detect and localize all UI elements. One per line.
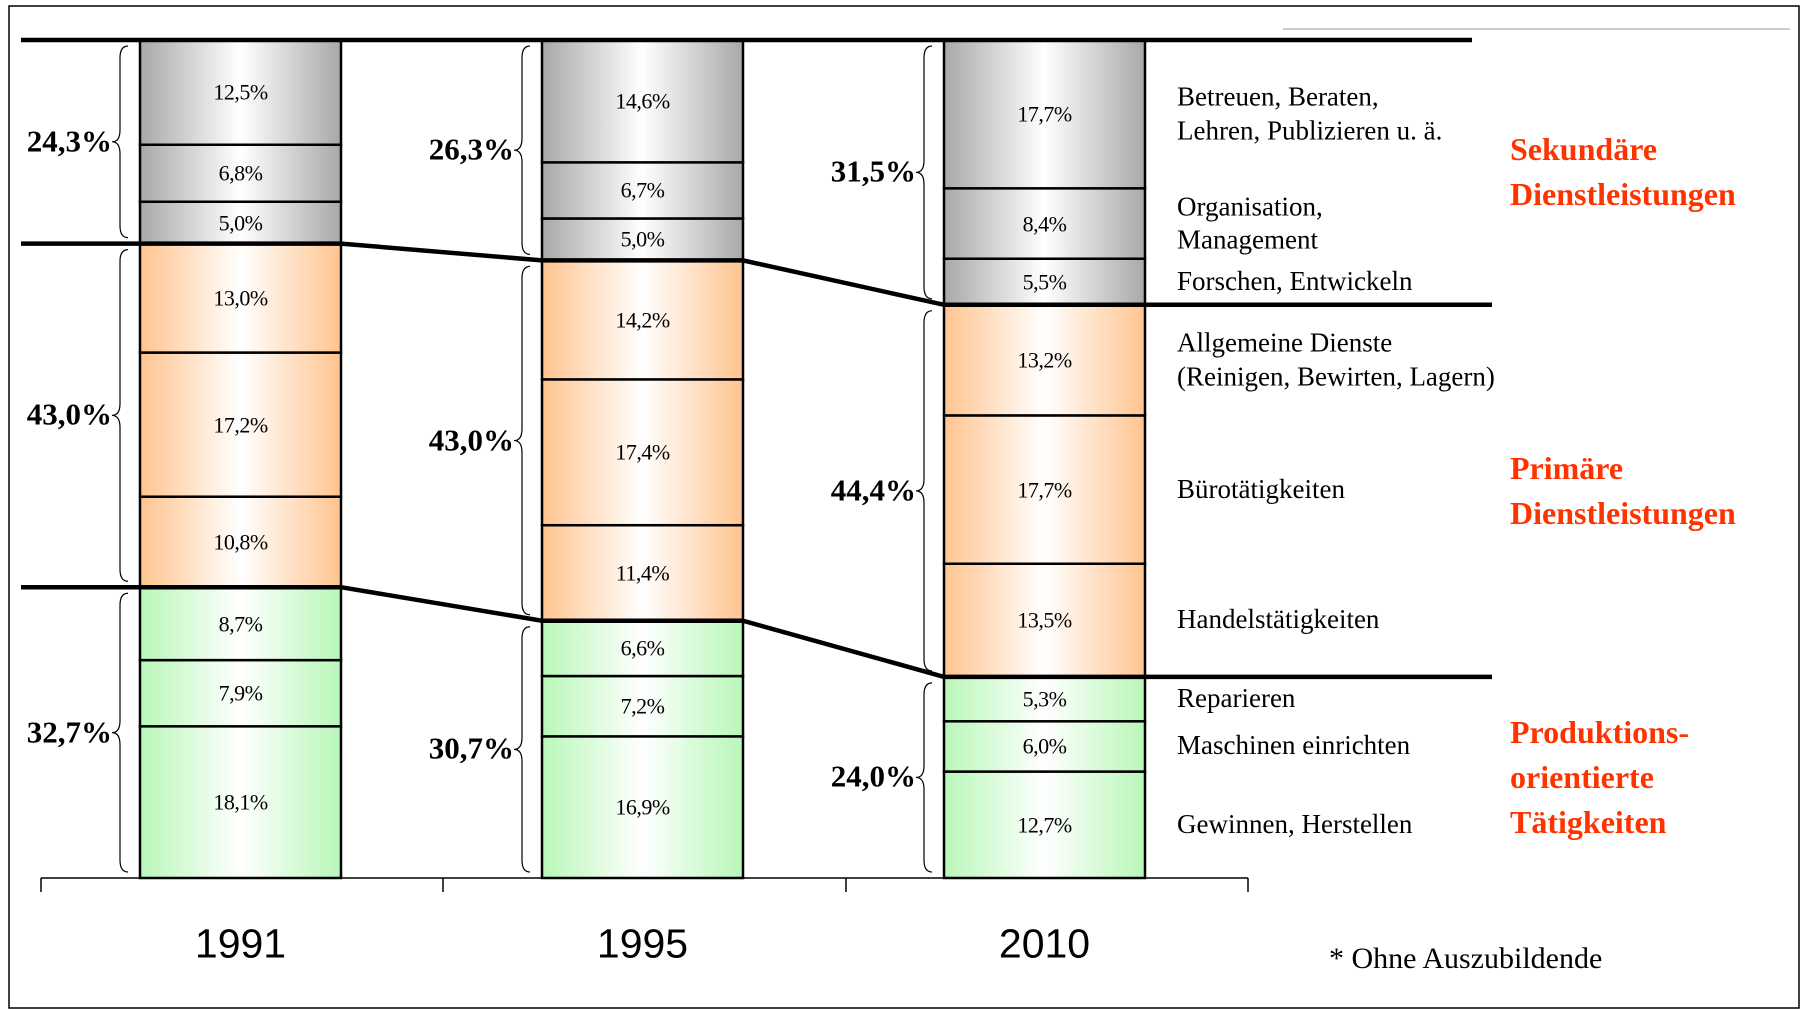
group-total: 24,0% xyxy=(830,759,916,795)
value-label: 8,7% xyxy=(218,610,263,636)
brace xyxy=(513,45,531,255)
value-label: 13,0% xyxy=(213,285,268,311)
bar-segment xyxy=(540,619,745,678)
x-tick-label: 2010 xyxy=(998,920,1091,967)
value-label: 14,6% xyxy=(615,88,670,114)
value-label: 5,3% xyxy=(1022,686,1067,712)
bar-segment xyxy=(942,187,1147,260)
legend-label: Maschinen einrichten xyxy=(1177,730,1411,761)
bar-segment xyxy=(540,523,745,622)
bar-segment xyxy=(942,38,1147,190)
bar-segment xyxy=(138,585,343,662)
value-label: 17,4% xyxy=(615,439,670,465)
legend-label: Organisation, Management xyxy=(1177,190,1323,255)
bar-segment xyxy=(540,378,745,527)
bar-segment xyxy=(138,200,343,245)
bar-segment xyxy=(540,259,745,381)
bar-segment xyxy=(540,38,745,164)
bar-segment xyxy=(540,735,745,880)
value-label: 6,6% xyxy=(620,635,665,661)
legend-label: Allgemeine Dienste (Reinigen, Bewirten, … xyxy=(1177,327,1495,392)
brace xyxy=(513,265,531,616)
boundary-line xyxy=(21,241,1492,308)
value-label: 10,8% xyxy=(213,529,268,555)
value-label: 14,2% xyxy=(615,307,670,333)
group-total: 32,7% xyxy=(26,714,112,750)
value-label: 17,7% xyxy=(1017,101,1072,127)
legend-label: Reparieren xyxy=(1177,683,1296,714)
brace xyxy=(111,45,129,239)
value-label: 12,5% xyxy=(213,79,268,105)
group-total: 43,0% xyxy=(26,397,112,433)
x-tick-label: 1995 xyxy=(596,920,689,967)
value-label: 6,7% xyxy=(620,177,665,203)
bar-segment xyxy=(138,143,343,203)
bar-segment xyxy=(138,242,343,354)
legend-label: Bürotätigkeiten xyxy=(1177,473,1345,504)
value-label: 17,2% xyxy=(213,411,268,437)
bar-segment xyxy=(942,303,1147,417)
value-label: 17,7% xyxy=(1017,476,1072,502)
brace xyxy=(915,682,933,873)
value-label: 5,5% xyxy=(1022,269,1067,294)
bar-segment xyxy=(138,658,343,728)
group-name: Primäre Dienstleistungen xyxy=(1510,450,1736,531)
bar-segment xyxy=(540,217,745,262)
boundary-line xyxy=(21,584,1492,680)
value-label: 12,7% xyxy=(1017,812,1072,838)
bar-segment xyxy=(942,675,1147,723)
value-label: 5,0% xyxy=(620,226,665,252)
value-label: 7,2% xyxy=(620,693,665,719)
value-label: 5,0% xyxy=(218,209,263,235)
value-label: 16,9% xyxy=(615,794,670,820)
value-label: 11,4% xyxy=(615,560,670,586)
x-tick-label: 1991 xyxy=(194,920,287,967)
value-label: 7,9% xyxy=(218,680,263,706)
group-total: 24,3% xyxy=(26,123,112,159)
legend-label: Betreuen, Beraten, Lehren, Publizieren u… xyxy=(1177,81,1443,146)
group-name: Produktions- orientierte Tätigkeiten xyxy=(1510,714,1690,840)
brace xyxy=(915,310,933,672)
brace xyxy=(915,45,933,300)
footnote: * Ohne Auszubildende xyxy=(1329,942,1603,975)
bar-segment xyxy=(138,495,343,589)
group-total: 31,5% xyxy=(830,154,916,190)
value-label: 6,0% xyxy=(1022,733,1067,759)
brace xyxy=(513,626,531,873)
bar-segment xyxy=(540,161,745,220)
bar-segment xyxy=(942,770,1147,880)
group-total: 30,7% xyxy=(428,730,514,766)
legend-label: Handelstätigkeiten xyxy=(1177,604,1380,635)
bar-segment xyxy=(942,720,1147,773)
legend-label: Forschen, Entwickeln xyxy=(1177,265,1413,296)
bar-segment xyxy=(138,351,343,498)
value-label: 13,5% xyxy=(1017,607,1072,633)
brace xyxy=(111,592,129,873)
legend-label: Gewinnen, Herstellen xyxy=(1177,808,1413,839)
frame xyxy=(8,5,1800,1009)
bar-segment xyxy=(138,38,343,146)
value-label: 6,8% xyxy=(218,160,263,186)
brace xyxy=(111,249,129,582)
group-name: Sekundäre Dienstleistungen xyxy=(1510,131,1736,213)
group-total: 26,3% xyxy=(428,131,514,167)
value-label: 18,1% xyxy=(213,789,268,815)
group-total: 43,0% xyxy=(428,422,514,458)
value-label: 13,2% xyxy=(1017,347,1072,373)
value-label: 8,4% xyxy=(1022,210,1067,236)
group-total: 44,4% xyxy=(830,472,916,508)
